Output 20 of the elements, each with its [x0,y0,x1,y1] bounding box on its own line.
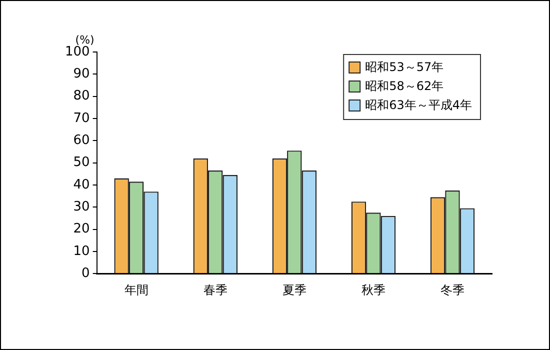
legend-label: 昭和63年～平成4年 [365,98,472,112]
y-axis-title: (%) [75,33,94,46]
x-tick-label: 冬季 [440,282,464,297]
x-tick-label: 夏季 [282,282,306,297]
y-tick-label: 10 [73,244,90,259]
y-tick-label: 0 [82,266,90,281]
y-tick-label: 40 [73,177,90,192]
y-tick-label: 20 [73,222,90,237]
y-tick-label: 60 [73,133,90,148]
legend-label: 昭和58～62年 [365,79,444,94]
legend-label: 昭和53～57年 [365,60,444,74]
y-tick-label: 100 [64,44,90,60]
x-tick-label: 秋季 [361,282,386,297]
y-tick-label: 50 [73,155,90,170]
y-tick-label: 90 [73,66,90,82]
y-tick-label: 70 [73,110,90,126]
y-tick-label: 30 [73,199,90,214]
x-tick-label: 年間 [124,282,148,297]
y-tick-label: 80 [73,88,90,104]
x-tick-label: 春季 [203,282,228,297]
